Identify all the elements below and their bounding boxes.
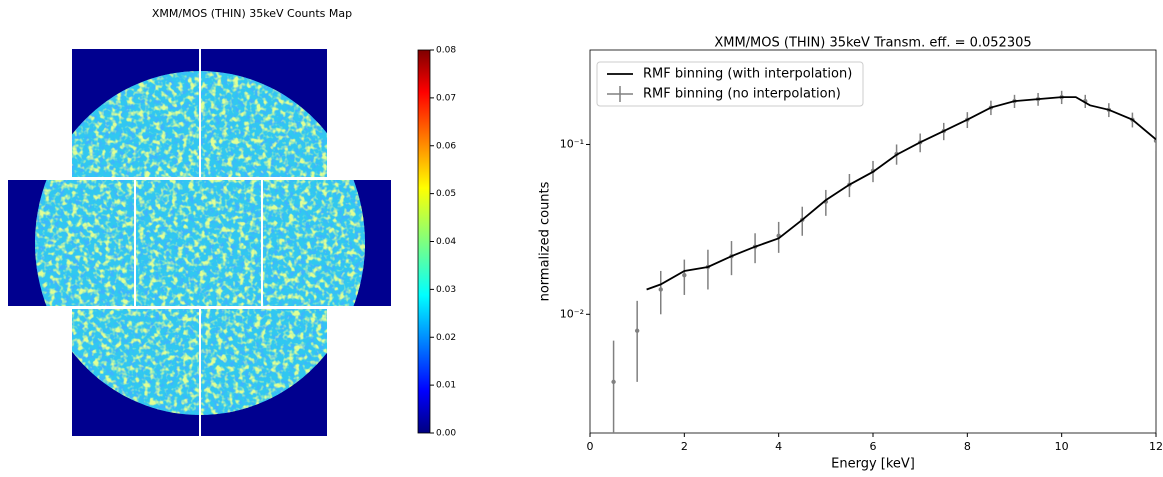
legend-label: RMF binning (with interpolation) <box>643 67 852 82</box>
x-tick-label: 4 <box>775 440 782 453</box>
y-axis-label: normalized counts <box>538 181 553 301</box>
x-tick-label: 2 <box>681 440 688 453</box>
chart-title: XMM/MOS (THIN) 35keV Transm. eff. = 0.05… <box>714 36 1031 51</box>
x-tick-label: 12 <box>1149 440 1163 453</box>
x-tick-label: 8 <box>964 440 971 453</box>
colorbar-tick-label: 0.00 <box>436 429 456 439</box>
data-point <box>634 328 640 333</box>
data-point <box>658 287 663 292</box>
x-tick-label: 6 <box>870 440 877 453</box>
colorbar-tick-label: 0.06 <box>436 141 456 151</box>
plot-area <box>611 90 1156 433</box>
colorbar-tick-label: 0.08 <box>436 46 456 56</box>
colorbar-tick-label: 0.05 <box>436 189 456 199</box>
chart-title: XMM/MOS (THIN) 35keV Counts Map <box>152 7 352 20</box>
legend-label: RMF binning (no interpolation) <box>643 87 841 102</box>
x-tick-label: 10 <box>1055 440 1069 453</box>
x-axis-label: Energy [keV] <box>831 457 915 472</box>
data-point <box>682 272 687 278</box>
y-tick-label: 10⁻² <box>560 307 584 320</box>
colorbar-tick-label: 0.07 <box>436 93 456 103</box>
colorbar <box>417 49 431 434</box>
y-tick-label: 10⁻¹ <box>560 137 584 150</box>
counts-map <box>8 49 391 436</box>
colorbar-tick-label: 0.02 <box>436 333 456 343</box>
colorbar-tick-label: 0.04 <box>436 237 456 247</box>
data-point <box>611 379 616 385</box>
line-series <box>646 96 1156 291</box>
x-tick-label: 0 <box>587 440 594 453</box>
legend-box <box>596 61 864 107</box>
colorbar-tick-label: 0.01 <box>436 381 456 391</box>
colorbar-tick-label: 0.03 <box>436 285 456 295</box>
plot-frame <box>589 49 1157 434</box>
